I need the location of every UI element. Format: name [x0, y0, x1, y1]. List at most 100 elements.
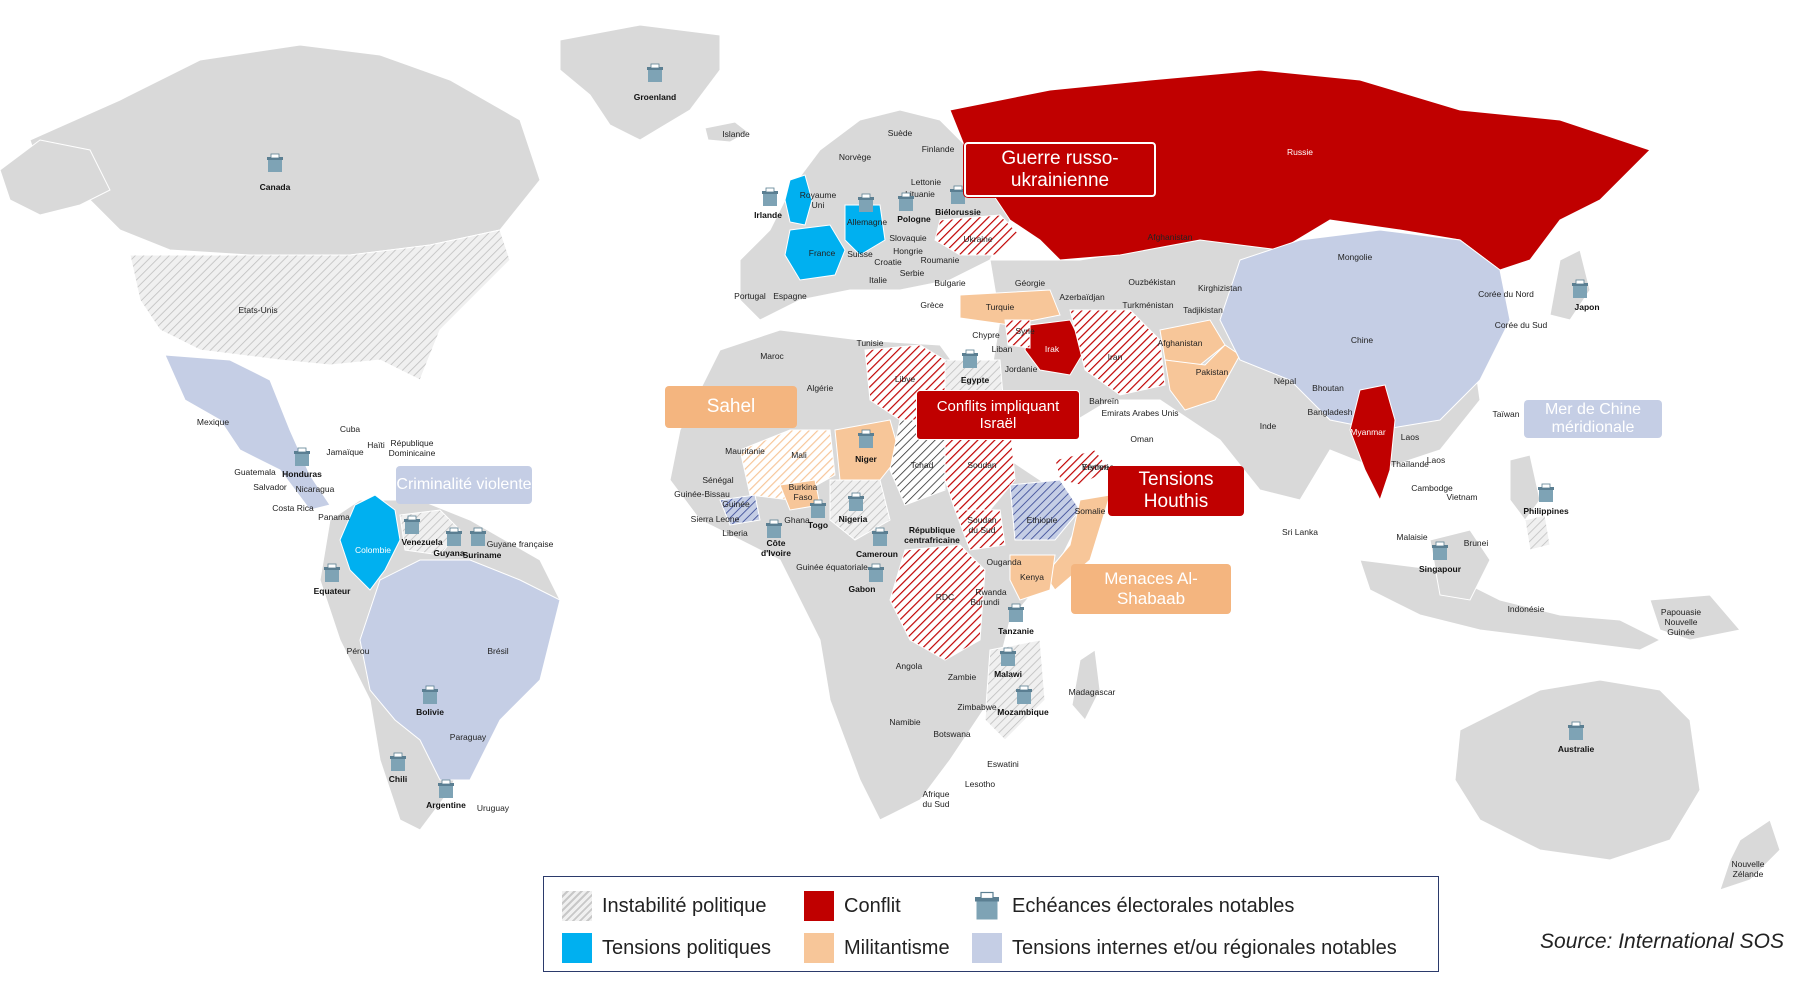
label-haiti: Haïti [367, 440, 385, 450]
label-pakistan: Pakistan [1196, 367, 1229, 377]
label-uruguay: Uruguay [477, 803, 510, 813]
japan-shape [1549, 249, 1591, 321]
label-suede: Suède [888, 128, 913, 138]
label-sierra-leone: Sierra Leone [691, 514, 740, 524]
label-etats-unis: Etats-Unis [238, 305, 277, 315]
label-cote-2: d'Ivoire [761, 548, 791, 558]
iceland-shape [704, 121, 749, 143]
label-coree-sud: Corée du Sud [1495, 320, 1548, 330]
label-chili: Chili [389, 774, 407, 784]
label-afrique-sud-1: Afrique [923, 789, 950, 799]
source-note: Source: International SOS [1540, 930, 1784, 953]
label-bresil: Brésil [487, 646, 508, 656]
iraq-conflict [1024, 319, 1086, 376]
label-slovaquie: Slovaquie [889, 233, 927, 243]
label-sri-lanka: Sri Lanka [1282, 527, 1318, 537]
ballot-box-icon [761, 187, 779, 207]
sea-tension [1524, 514, 1551, 551]
png-shape [1649, 594, 1741, 641]
label-perou: Pérou [347, 646, 370, 656]
label-ouzbekistan: Ouzbékistan [1128, 277, 1176, 287]
label-lesotho: Lesotho [965, 779, 996, 789]
afghanistan-militancy [1159, 319, 1226, 366]
label-nz-2: Zélande [1733, 869, 1764, 879]
greenland-shape [559, 24, 721, 141]
label-thailande: Thaïlande [1391, 459, 1429, 469]
label-islande: Islande [722, 129, 750, 139]
label-yemen: Yémen [1082, 462, 1109, 472]
legend-item-elections: Echéances électorales notables [972, 889, 1294, 923]
label-papouasie-2: Nouvelle [1664, 617, 1697, 627]
ballot-box-icon [961, 349, 979, 369]
label-botswana: Botswana [933, 729, 971, 739]
callout-guerre-russo-ukrainienne: Guerre russo-ukrainienne [964, 142, 1156, 197]
label-niger: Niger [855, 454, 877, 464]
label-mali: Mali [791, 450, 807, 460]
label-royaume-2: Uni [812, 200, 825, 210]
label-guyana: Guyana [433, 548, 464, 558]
label-mexique: Mexique [197, 417, 229, 427]
label-norvege: Norvège [839, 152, 871, 162]
ukraine-conflict [934, 214, 1021, 256]
label-papouasie-1: Papouasie [1661, 607, 1701, 617]
label-burkina-2: Faso [794, 492, 813, 502]
iran-conflict [1069, 309, 1166, 396]
label-guinee-bissau: Guinée-Bissau [674, 489, 730, 499]
australia-shape [1454, 679, 1701, 861]
philippines-shape [1509, 454, 1541, 521]
label-nigeria: Nigeria [839, 514, 868, 524]
label-suriname: Suriname [463, 550, 502, 560]
label-tunisie: Tunisie [856, 338, 883, 348]
label-liberia: Liberia [722, 528, 748, 538]
label-turkmenistan: Turkménistan [1122, 300, 1173, 310]
callout-sahel: Sahel [665, 386, 797, 428]
ethiopia-tension [1009, 479, 1081, 541]
label-coree-nord: Corée du Nord [1478, 289, 1534, 299]
mozambique-instability [984, 639, 1046, 741]
label-eswatini: Eswatini [987, 759, 1019, 769]
label-bulgarie: Bulgarie [934, 278, 965, 288]
indonesia-shape [1359, 559, 1662, 651]
label-grece: Grèce [920, 300, 943, 310]
callout-criminalite-violente: Criminalité violente [396, 466, 532, 504]
usa-instability [129, 229, 511, 381]
country-labels: Groenland Islande Canada Etats-Unis Mexi… [197, 92, 1765, 879]
label-togo: Togo [808, 520, 828, 530]
myanmar-conflict [1349, 384, 1396, 502]
label-rep-dom-1: République [390, 438, 433, 448]
label-honduras: Honduras [282, 469, 322, 479]
label-tadjikistan: Tadjikistan [1183, 305, 1223, 315]
legend-swatch-hatch [562, 891, 592, 921]
label-guinee-eq: Guinée équatoriale [796, 562, 868, 572]
label-singapour: Singapour [1419, 564, 1462, 574]
label-pologne: Pologne [897, 214, 931, 224]
label-nepal: Népal [1274, 376, 1296, 386]
legend-label-tensions-internes: Tensions internes et/ou régionales notab… [1012, 936, 1397, 959]
label-guyane: Guyane française [487, 539, 554, 549]
label-syrie: Syrie [1015, 326, 1035, 336]
legend-swatch-militantisme [804, 933, 834, 963]
label-rdc: RDC [936, 592, 954, 602]
label-bolivie: Bolivie [416, 707, 444, 717]
legend-label-instabilite: Instabilité politique [602, 894, 767, 917]
label-rwanda: Rwanda [975, 587, 1006, 597]
syria-conflict [1004, 319, 1031, 349]
label-bhoutan: Bhoutan [1312, 383, 1344, 393]
callout-tensions-houthis: Tensions Houthis [1108, 466, 1244, 516]
china-tension [1219, 229, 1511, 431]
label-france: France [809, 248, 836, 258]
label-afghanistan-nord: Afghanistan [1148, 232, 1193, 242]
label-canada: Canada [260, 182, 291, 192]
label-rep-dom-2: Dominicaine [389, 448, 436, 458]
label-zimbabwe: Zimbabwe [957, 702, 996, 712]
label-venezuela: Venezuela [401, 537, 442, 547]
label-suisse: Suisse [847, 249, 873, 259]
legend-item-militantisme: Militantisme [804, 933, 950, 963]
canada-shape [29, 44, 541, 256]
mexico-tension [164, 354, 331, 511]
label-guinee: Guinée [722, 499, 750, 509]
label-colombie: Colombie [355, 545, 391, 555]
label-mauritanie: Mauritanie [725, 446, 765, 456]
label-erythree: Erythrée [1082, 462, 1114, 472]
